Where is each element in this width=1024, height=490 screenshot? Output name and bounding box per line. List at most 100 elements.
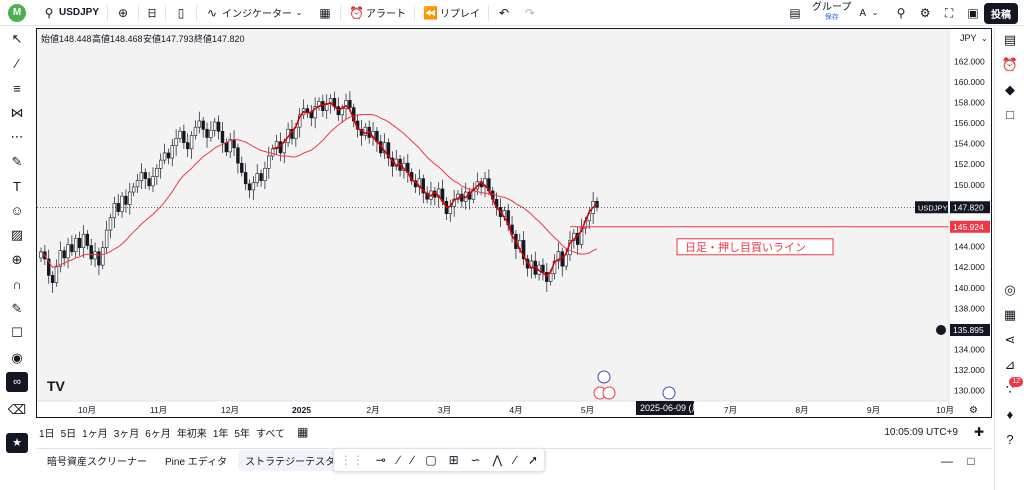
user-avatar[interactable]: M [8,3,26,22]
minimize-icon[interactable]: — [941,453,953,468]
pitchfork-icon[interactable]: ⋖ [1004,331,1016,347]
quick-search-icon[interactable]: ⚲ [896,6,906,20]
range-1d[interactable]: 1日 [39,428,55,440]
camera-icon[interactable]: ▣ [967,6,979,20]
info-line-icon[interactable]: ➚ [527,453,538,467]
layouts-button[interactable]: ▦ [312,0,338,26]
range-ytd[interactable]: 年初来 [176,428,207,440]
candle-body [278,141,283,154]
symbol-badge-bg [915,201,948,214]
alarm-icon[interactable]: ⏰ [1001,56,1019,72]
buy-line-annotation[interactable]: 日足・押し目買いライン [676,238,834,256]
polyline-icon[interactable]: ⋀ [492,453,503,467]
price-tick-label: 150.000 [954,180,985,190]
post-button[interactable]: 投稿 [984,3,1018,24]
chart-type-button[interactable]: ▯ [168,0,194,26]
eye-icon[interactable]: ◉ [11,349,23,365]
maximize-icon[interactable]: □ [967,453,975,468]
range-1y[interactable]: 1年 [212,428,229,440]
layout-icon[interactable]: ▤ [789,6,801,20]
interval-button[interactable]: 日 [141,0,163,26]
clock-label[interactable]: 10:05:09 UTC+9 [884,426,958,438]
candle-body [112,203,117,219]
symbol-search[interactable]: ⚲ USDJPY [36,0,105,26]
gear-icon[interactable]: ⚙ [919,6,931,20]
target-icon[interactable]: ◎ [1004,281,1016,297]
calendar-icon[interactable]: ▦ [1003,306,1017,322]
line-price-badge-bg [950,220,990,233]
time-range-bar: 1日 5日 1ヶ月 3ヶ月 6ヶ月 年初来 1年 5年 すべて ▦ 10:05:… [36,420,992,444]
candle-body [270,148,275,157]
price-axis[interactable]: 130.000132.000134.000136.000138.000140.0… [915,29,990,417]
extended-line-icon[interactable]: ∕ [514,453,517,467]
time-tick-label: 11月 [150,405,167,415]
chart-pane[interactable]: 日足・押し目買いライン 130.000132.000134.000136.000… [36,28,992,418]
replay-button[interactable]: ⏪ リプレイ [417,0,486,26]
rectangle-icon[interactable]: ▢ [425,453,437,467]
redo-button[interactable]: ↷ [517,0,543,26]
range-5d[interactable]: 5日 [60,428,77,440]
horizontal-ray-icon[interactable]: ⊸ [375,453,386,467]
layers-icon[interactable]: ◆ [1005,81,1015,97]
link-icon[interactable]: ∞ [6,372,28,392]
brush-icon[interactable]: ✎ [11,153,23,169]
ruler-icon[interactable]: ▨ [10,227,24,243]
ray-icon[interactable]: ∕ [411,453,414,467]
trash-icon[interactable]: ⌫ [7,402,27,418]
magnet-icon[interactable]: ∩ [12,276,22,292]
time-axis[interactable]: 10月11月12月20252月3月4月5月6月7月8月9月10月 [37,400,954,415]
signal-icon[interactable]: ∵ 12 [995,377,1024,402]
lock-drawing-icon[interactable]: ✎ [11,300,23,316]
emoji-icon[interactable]: ☺ [10,203,24,219]
trend-line-icon[interactable]: ∕ [397,453,400,467]
group-save[interactable]: グループ 保存 [812,3,851,23]
fullscreen-icon[interactable]: ⛶ [944,6,954,20]
zoom-in-icon[interactable]: ⊕ [11,251,23,267]
indicators-icon: ∿ [206,5,218,20]
indicators-button[interactable]: ∿ インジケーター ⌄ [199,0,312,26]
settings-arrows-icon[interactable]: ✚ [973,425,985,439]
event-flag-icon[interactable] [662,386,676,400]
range-6m[interactable]: 6ヶ月 [145,428,171,440]
candle-body [247,183,252,191]
alert-button[interactable]: ⏰ アラート [343,0,412,26]
range-3m[interactable]: 3ヶ月 [113,428,140,440]
divider [165,4,167,21]
currency-label[interactable]: JPY [960,33,977,43]
candle-body [143,172,147,179]
chevron-down-icon[interactable]: ⌄ [871,8,879,17]
lock-icon[interactable]: ☐ [11,325,23,341]
tab-pine-editor[interactable]: Pine エディタ [165,457,228,468]
chevron-down-icon[interactable]: ⌄ [981,34,988,43]
text-icon[interactable]: T [13,178,21,194]
add-alert-icon[interactable] [936,325,946,336]
letter-a[interactable]: A [859,7,867,19]
date-range-icon[interactable]: ▦ [297,425,309,439]
compare-button[interactable]: ⊕ [110,0,136,26]
help-icon[interactable]: ? [1006,432,1014,447]
event-flag-icon[interactable] [597,370,611,384]
tab-strategy-tester[interactable]: ストラテジーテスター [238,450,353,471]
undo-icon: ↶ [498,5,510,20]
range-1m[interactable]: 1ヶ月 [82,428,108,440]
pattern-icon[interactable]: ⋈ [10,104,24,120]
range-5y[interactable]: 5年 [234,428,250,440]
crosshair-box-icon[interactable]: ⊞ [448,453,459,467]
trend-line-icon[interactable]: ∕ [15,56,19,72]
cursor-icon[interactable]: ↖ [11,31,23,47]
axis-gear-icon[interactable]: ⚙ [969,405,978,416]
price-chart[interactable]: 日足・押し目買いライン 130.000132.000134.000136.000… [37,29,991,417]
fib-fan-icon[interactable]: ⊿ [1004,356,1016,372]
bell-icon[interactable]: ♦ [1006,407,1014,422]
fib-icon[interactable]: ≡ [13,80,21,96]
projection-icon[interactable]: ⋯ [10,129,24,145]
drag-handle-icon[interactable]: ⋮⋮ [339,453,364,467]
event-flag-icon[interactable] [602,386,616,400]
chat-icon[interactable]: □ [1006,107,1014,122]
star-icon[interactable]: ★ [6,432,28,453]
tab-crypto-screener[interactable]: 暗号資産スクリーナー [47,457,147,468]
watchlist-icon[interactable]: ▤ [1003,31,1017,47]
path-icon[interactable]: ∽ [470,453,481,467]
range-all[interactable]: すべて [255,428,285,440]
undo-button[interactable]: ↶ [491,0,517,26]
